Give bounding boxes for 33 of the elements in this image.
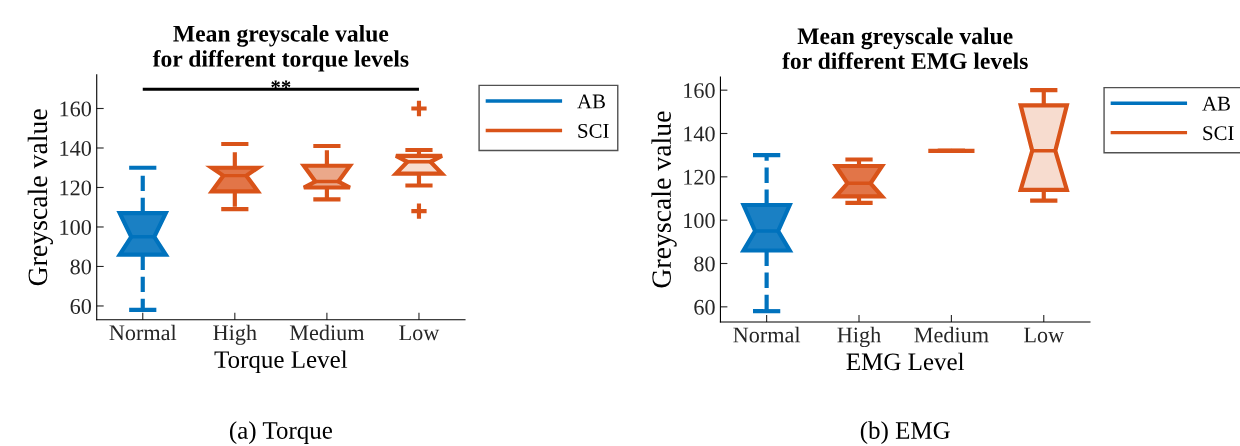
x-tick-label: Low [1024,327,1065,343]
chart-title: Mean greyscale value for different torque levels [152,25,409,72]
y-tick-label: 160 [60,101,92,117]
y-tick-label: 60 [694,299,715,315]
y-tick-label: 140 [684,126,715,142]
annotation: ** [271,80,291,89]
y-tick-label: 100 [60,219,92,235]
legend-label: SCI [1203,126,1234,141]
x-tick-label: Medium [289,324,365,341]
legend-label: AB [1202,96,1230,111]
y-tick-label: 80 [694,256,715,272]
y-axis-title: Greyscale value [651,111,677,288]
x-tick-label: Normal [733,326,801,343]
legend-label: AB [577,94,605,109]
legend-label: SCI [578,123,609,138]
x-tick-label: Low [399,325,440,341]
x-axis-title: EMG Level [846,352,965,371]
y-tick-label: 100 [684,213,715,229]
x-tick-label: Normal [109,324,177,341]
text: (b) EMG [860,421,950,444]
x-tick-label: High [213,324,257,345]
x-tick-label: High [837,326,881,348]
y-tick-label: 60 [70,298,92,314]
text: (a) Torque [229,421,332,444]
x-axis-title: Torque Level [214,350,348,374]
y-tick-label: 160 [684,83,715,99]
x-tick-label: Medium [914,326,989,343]
y-axis-title: Greyscale value [27,109,53,286]
chart-title: Mean greyscale value for different EMG levels [782,27,1028,70]
y-tick-label: 80 [70,259,92,275]
y-tick-label: 120 [684,169,715,185]
y-tick-label: 120 [60,180,92,196]
y-tick-label: 140 [60,140,92,156]
